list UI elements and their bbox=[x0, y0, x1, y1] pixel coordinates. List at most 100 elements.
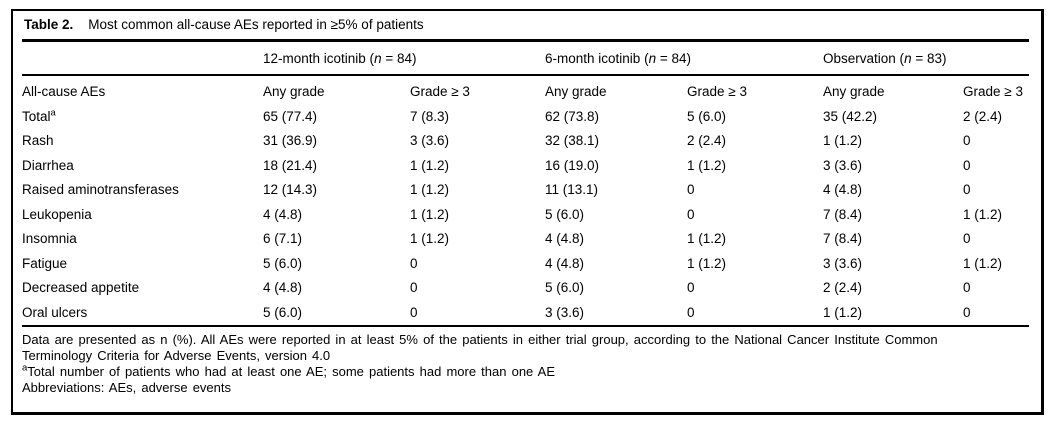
value-cell: 7 (8.4) bbox=[823, 206, 863, 222]
table-row: Totala 65 (77.4) 7 (8.3) 62 (73.8) 5 (6.0) 35… bbox=[22, 104, 1029, 129]
column-header-row: All-cause AEs Any grade Grade ≥ 3 Any gr… bbox=[22, 75, 1029, 104]
row-label: Oral ulcers bbox=[22, 304, 88, 320]
footnote-general-line2: Terminology Criteria for Adverse Events,… bbox=[22, 347, 331, 363]
value-cell: 0 bbox=[963, 280, 971, 295]
value-cell: 62 (73.8) bbox=[545, 108, 600, 124]
table-title: Table 2. Most common all-cause AEs report… bbox=[22, 11, 1029, 39]
value-cell: 5 (6.0) bbox=[263, 255, 303, 271]
value-cell: 1 (1.2) bbox=[687, 157, 727, 173]
value-cell: 5 (6.0) bbox=[545, 280, 585, 295]
value-cell: 0 bbox=[687, 182, 695, 197]
value-cell: 5 (6.0) bbox=[263, 304, 303, 320]
table-row: Leukopenia 4 (4.8) 1 (1.2) 5 (6.0) 0 7 (8.4) 1… bbox=[22, 202, 1029, 227]
value-cell: 12 (14.3) bbox=[263, 182, 318, 197]
body-divider bbox=[22, 324, 1029, 327]
row-label: Insomnia bbox=[22, 231, 77, 246]
value-cell: 16 (19.0) bbox=[545, 157, 600, 173]
stub-header: All-cause AEs bbox=[22, 84, 106, 99]
col-header-any-grade-12mo: Any grade bbox=[263, 84, 325, 99]
footnotes: Data are presented as n (%). All AEs wer… bbox=[22, 327, 1029, 397]
value-cell: 0 bbox=[963, 133, 971, 148]
value-cell: 3 (3.6) bbox=[410, 133, 450, 148]
row-label: Raised aminotransferases bbox=[22, 182, 179, 197]
value-cell: 4 (4.8) bbox=[263, 206, 303, 222]
group-header-row: 12-month icotinib (n = 84) 6-month icoti… bbox=[22, 42, 1029, 76]
value-cell: 0 bbox=[687, 280, 695, 295]
value-cell: 4 (4.8) bbox=[823, 182, 863, 197]
table-row: Insomnia 6 (7.1) 1 (1.2) 4 (4.8) 1 (1.2) 7 (8… bbox=[22, 227, 1029, 252]
value-cell: 4 (4.8) bbox=[545, 255, 585, 271]
value-cell: 31 (36.9) bbox=[263, 133, 318, 148]
value-cell: 32 (38.1) bbox=[545, 133, 600, 148]
table-row: Raised aminotransferases 12 (14.3) 1 (1.2)… bbox=[22, 178, 1029, 203]
value-cell: 2 (2.4) bbox=[687, 133, 727, 148]
value-cell: 4 (4.8) bbox=[263, 280, 303, 295]
footnote-general-line1: Data are presented as n (%). All AEs wer… bbox=[22, 331, 938, 347]
group-header-observation: Observation (n = 83) bbox=[823, 42, 1029, 76]
value-cell: 2 (2.4) bbox=[963, 108, 1003, 124]
table-row: Diarrhea 18 (21.4) 1 (1.2) 16 (19.0) 1 (1.2)… bbox=[22, 153, 1029, 178]
value-cell: 1 (1.2) bbox=[823, 133, 863, 148]
value-cell: 6 (7.1) bbox=[263, 231, 303, 246]
value-cell: 5 (6.0) bbox=[687, 108, 727, 124]
footnote-a-text: Total number of patients who had at leas… bbox=[27, 363, 556, 379]
col-header-any-grade-6mo: Any grade bbox=[545, 84, 607, 99]
value-cell: 1 (1.2) bbox=[687, 231, 727, 246]
group-header-6-month: 6-month icotinib (n = 84) bbox=[545, 42, 824, 76]
value-cell: 3 (3.6) bbox=[545, 304, 585, 320]
row-label: Decreased appetite bbox=[22, 280, 140, 295]
col-header-grade3-obs: Grade ≥ 3 bbox=[963, 84, 1023, 99]
table-row: Fatigue 5 (6.0) 0 4 (4.8) 1 (1.2) 3 (3.6) 1 (1… bbox=[22, 251, 1029, 276]
value-cell: 7 (8.4) bbox=[823, 231, 863, 246]
value-cell: 0 bbox=[410, 280, 418, 295]
value-cell: 1 (1.2) bbox=[823, 304, 863, 320]
value-cell: 0 bbox=[963, 157, 971, 173]
table-number: Table 2. bbox=[24, 17, 74, 32]
value-cell: 1 (1.2) bbox=[410, 231, 450, 246]
col-header-any-grade-obs: Any grade bbox=[823, 84, 885, 99]
footnote-a: aTotal number of patients who had at lea… bbox=[22, 364, 1029, 380]
value-cell: 3 (3.6) bbox=[823, 255, 863, 271]
value-cell: 5 (6.0) bbox=[545, 206, 585, 222]
value-cell: 4 (4.8) bbox=[545, 231, 585, 246]
value-cell: 0 bbox=[963, 182, 971, 197]
value-cell: 7 (8.3) bbox=[410, 108, 450, 124]
row-label: Leukopenia bbox=[22, 206, 92, 222]
footnote-a-marker: a bbox=[22, 363, 28, 374]
value-cell: 11 (13.1) bbox=[545, 182, 599, 197]
value-cell: 1 (1.2) bbox=[963, 206, 1003, 222]
value-cell: 18 (21.4) bbox=[263, 157, 318, 173]
value-cell: 1 (1.2) bbox=[687, 255, 727, 271]
value-cell: 0 bbox=[963, 231, 971, 246]
value-cell: 0 bbox=[687, 304, 695, 320]
group-header-12-month: 12-month icotinib (n = 84) bbox=[263, 42, 546, 76]
row-label: Diarrhea bbox=[22, 157, 74, 173]
value-cell: 0 bbox=[687, 206, 695, 222]
row-label: Fatigue bbox=[22, 255, 68, 271]
value-cell: 1 (1.2) bbox=[410, 182, 450, 197]
table-caption: Most common all-cause AEs reported in ≥5… bbox=[88, 17, 424, 32]
value-cell: 1 (1.2) bbox=[410, 206, 450, 222]
n-variable: n bbox=[648, 51, 657, 66]
adverse-events-table: 12-month icotinib (n = 84) 6-month icoti… bbox=[22, 42, 1029, 325]
value-cell: 2 (2.4) bbox=[823, 280, 863, 295]
table-row: Decreased appetite 4 (4.8) 0 5 (6.0) 0 2 (2.4… bbox=[22, 276, 1029, 301]
value-cell: 35 (42.2) bbox=[823, 108, 878, 124]
row-label: Rash bbox=[22, 133, 54, 148]
footnote-abbreviations: Abbreviations: AEs, adverse events bbox=[22, 380, 232, 396]
value-cell: 0 bbox=[410, 255, 418, 271]
table-body: Totala 65 (77.4) 7 (8.3) 62 (73.8) 5 (6.0) 35… bbox=[22, 104, 1029, 325]
row-label-superscript: a bbox=[50, 107, 56, 118]
empty-header-cell bbox=[22, 42, 263, 76]
value-cell: 65 (77.4) bbox=[263, 108, 318, 124]
table-figure: Table 2. Most common all-cause AEs report… bbox=[11, 9, 1044, 415]
table-row: Oral ulcers 5 (6.0) 0 3 (3.6) 0 1 (1.2) 0 bbox=[22, 300, 1029, 325]
value-cell: 0 bbox=[410, 304, 418, 320]
value-cell: 1 (1.2) bbox=[410, 157, 450, 173]
value-cell: 0 bbox=[963, 304, 971, 320]
table-row: Rash 31 (36.9) 3 (3.6) 32 (38.1) 2 (2.4) 1 (1… bbox=[22, 129, 1029, 154]
n-variable: n bbox=[374, 51, 382, 66]
value-cell: 1 (1.2) bbox=[963, 255, 1003, 271]
n-variable: n bbox=[904, 51, 912, 66]
